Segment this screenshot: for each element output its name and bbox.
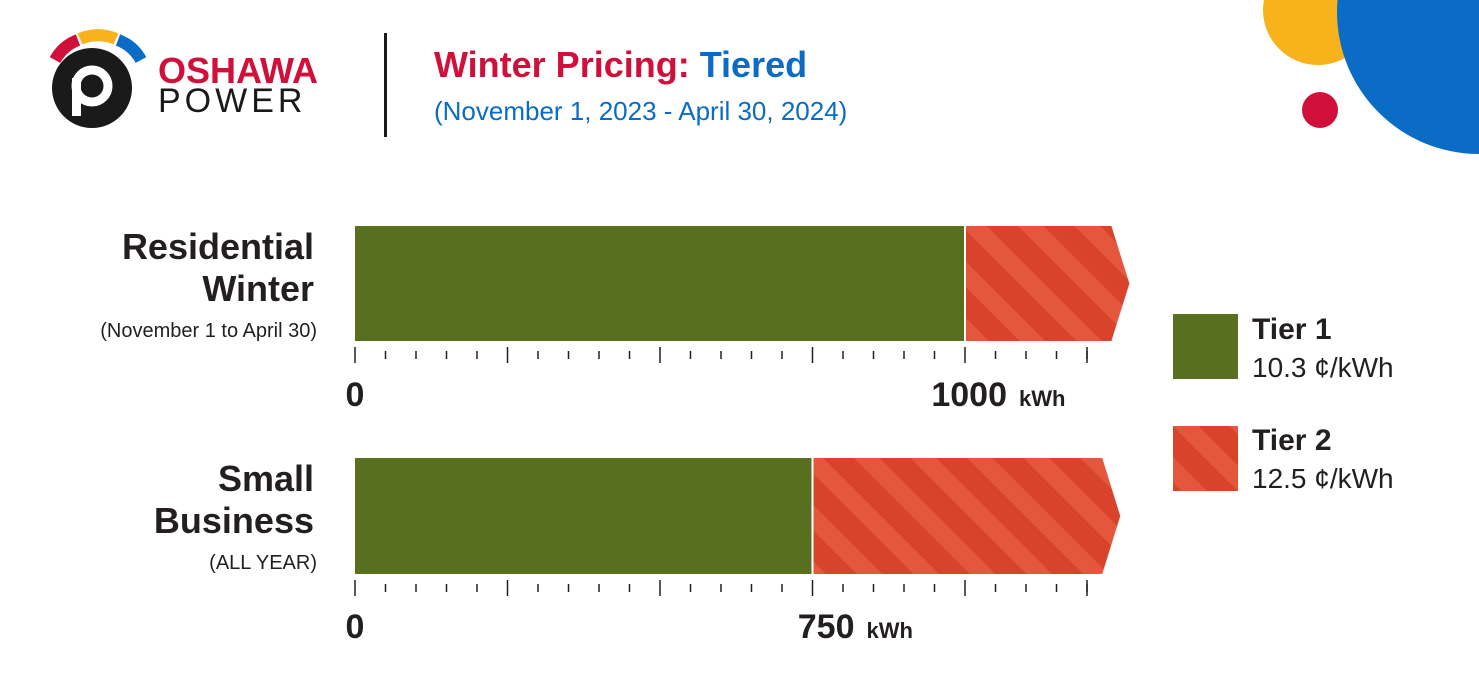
- legend-price-tier1: 10.3 ¢/kWh: [1252, 352, 1394, 383]
- brand-name-line2: POWER: [158, 82, 307, 120]
- legend-swatch-tier2: [1173, 426, 1238, 491]
- oshawa-power-logo-icon: [49, 29, 147, 128]
- row1-tick-label: 0: [346, 376, 365, 414]
- row2-tick-unit: kWh: [867, 618, 913, 643]
- row2-tick-label: 750: [798, 608, 855, 646]
- row2-tick-label: 0: [346, 608, 365, 646]
- title-part-2: Tiered: [699, 44, 808, 85]
- legend-price-tier2: 12.5 ¢/kWh: [1252, 463, 1394, 494]
- row1-note: (November 1 to April 30): [100, 320, 317, 342]
- blue-circle-decor: [1337, 0, 1479, 154]
- row2-title: Small Business: [154, 458, 314, 542]
- legend-swatch-tier1: [1173, 314, 1238, 379]
- legend-label-tier1: Tier 1: [1252, 313, 1332, 346]
- row1-bar-tier2: [965, 226, 1130, 341]
- page-subtitle: (November 1, 2023 - April 30, 2024): [434, 96, 848, 126]
- header-divider: [384, 33, 387, 137]
- row2-title-line2: Business: [153, 500, 314, 541]
- legend-label-tier2: Tier 2: [1252, 424, 1332, 457]
- row2-bar-tier2: [812, 458, 1121, 574]
- row2-note: (ALL YEAR): [209, 552, 317, 574]
- row1-bar-tier1: [355, 226, 965, 341]
- red-dot-decor: [1302, 92, 1338, 128]
- row1-title-line2: Winter: [202, 268, 314, 309]
- row2-bar-tier1: [355, 458, 813, 574]
- page-title: Winter Pricing: Tiered: [434, 44, 807, 86]
- row1-tick-unit: kWh: [1019, 386, 1065, 411]
- row1-tick-label: 1000: [931, 376, 1007, 414]
- row1-title: Residential Winter: [122, 226, 314, 310]
- brand-name-line1: OSHAWA: [158, 50, 319, 91]
- row2-title-line1: Small: [217, 458, 314, 499]
- row1-title-line1: Residential: [121, 226, 314, 267]
- title-part-1: Winter Pricing:: [434, 44, 690, 85]
